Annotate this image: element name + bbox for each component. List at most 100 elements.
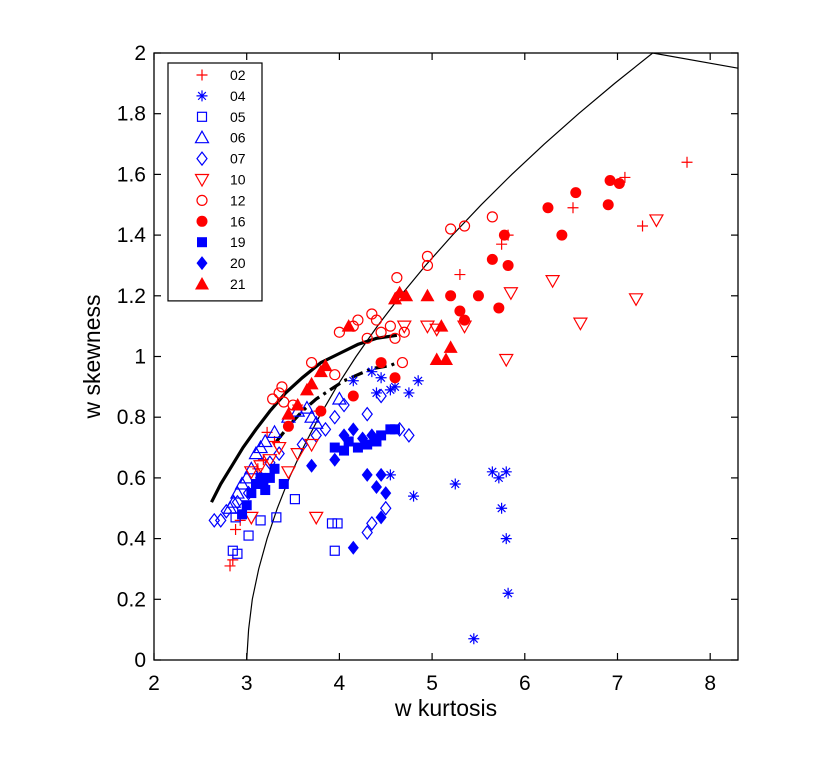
series-19: [237, 424, 401, 520]
point-series-20: [366, 428, 378, 443]
y-tick-label: 0.4: [117, 528, 147, 551]
x-tick-label: 3: [241, 672, 253, 695]
point-series-10: [253, 460, 269, 474]
point-series-12: [329, 369, 341, 381]
point-series-19: [237, 509, 248, 520]
point-series-06: [304, 409, 320, 423]
point-series-20: [361, 467, 373, 482]
legend-marker-04: [196, 90, 208, 102]
point-series-16: [375, 357, 387, 369]
point-series-21: [281, 407, 296, 420]
x-tick-label: 7: [612, 672, 624, 695]
point-series-04: [493, 472, 505, 484]
point-series-02: [637, 220, 649, 232]
point-series-05: [289, 494, 301, 505]
point-series-02: [619, 171, 631, 183]
point-series-06: [243, 461, 259, 475]
point-series-16: [602, 199, 614, 211]
point-series-07: [379, 500, 392, 516]
point-series-12: [458, 220, 471, 232]
legend-marker-20: [196, 256, 208, 271]
legend-label-21: 21: [230, 276, 246, 292]
point-series-19: [362, 439, 373, 450]
y-tick-label: 1.2: [117, 285, 146, 308]
point-series-19: [250, 478, 261, 489]
point-series-20: [347, 540, 359, 555]
point-series-10: [304, 438, 320, 453]
point-series-16: [502, 259, 514, 271]
point-series-12: [333, 326, 345, 338]
point-series-07: [208, 512, 221, 528]
point-series-07: [366, 515, 378, 531]
legend-label-05: 05: [230, 109, 246, 125]
point-series-05: [326, 518, 338, 529]
point-series-19: [343, 436, 354, 447]
point-series-20: [375, 510, 387, 525]
legend-marker-12: [196, 194, 208, 206]
point-series-04: [366, 366, 378, 378]
point-series-04: [500, 533, 512, 545]
point-series-04: [502, 587, 514, 599]
point-series-06: [266, 424, 283, 438]
legend-label-20: 20: [230, 255, 246, 271]
series-06: [222, 391, 347, 514]
legend-label-07: 07: [230, 151, 246, 167]
point-series-21: [434, 319, 449, 332]
series-16: [282, 174, 625, 432]
x-axis-title: w kurtosis: [394, 695, 497, 721]
point-series-12: [486, 211, 498, 223]
point-series-19: [278, 478, 289, 489]
point-series-12: [375, 326, 387, 338]
legend: 02 04 05 06 07 10 12 16 19 20 21: [167, 62, 263, 302]
point-series-04: [449, 478, 461, 490]
point-series-12: [276, 381, 288, 393]
point-series-20: [329, 452, 341, 467]
point-series-07: [375, 388, 387, 404]
point-series-21: [304, 376, 319, 390]
point-series-10: [396, 320, 412, 334]
data-points: [208, 156, 693, 645]
point-series-10: [419, 320, 435, 334]
point-series-16: [389, 372, 401, 384]
legend-marker-10: [194, 173, 210, 188]
point-series-07: [220, 503, 233, 519]
point-series-10: [280, 466, 296, 480]
point-series-02: [224, 560, 236, 572]
point-series-16: [472, 290, 484, 302]
series-02: [224, 156, 693, 572]
point-series-06: [226, 494, 242, 508]
point-series-05: [232, 548, 243, 559]
fit-curve-dashdot: [275, 361, 398, 443]
point-series-16: [282, 420, 294, 432]
point-series-12: [352, 314, 364, 326]
point-series-12: [305, 356, 318, 369]
y-tick-label: 0.6: [117, 467, 146, 490]
point-series-16: [542, 202, 554, 214]
point-series-21: [318, 358, 333, 372]
x-tick-label: 2: [148, 672, 160, 695]
point-series-21: [399, 288, 414, 302]
point-series-12: [396, 356, 409, 369]
point-series-04: [403, 387, 415, 399]
point-series-05: [271, 512, 282, 523]
point-series-16: [486, 253, 498, 265]
point-series-02: [454, 269, 466, 281]
point-series-12: [384, 320, 396, 332]
point-series-16: [498, 229, 510, 241]
point-series-10: [262, 454, 278, 468]
point-series-19: [241, 500, 252, 511]
point-series-07: [403, 427, 415, 443]
point-series-10: [628, 293, 644, 307]
point-series-05: [332, 518, 343, 529]
point-series-06: [299, 400, 315, 414]
point-series-12: [273, 387, 285, 399]
point-series-04: [347, 375, 359, 387]
y-tick-label: 0: [134, 649, 146, 672]
point-series-10: [308, 511, 324, 526]
legend-marker-16: [196, 215, 208, 227]
point-series-21: [429, 352, 444, 366]
point-series-04: [370, 387, 382, 399]
x-tick-label: 8: [704, 672, 716, 695]
point-series-20: [357, 431, 369, 446]
